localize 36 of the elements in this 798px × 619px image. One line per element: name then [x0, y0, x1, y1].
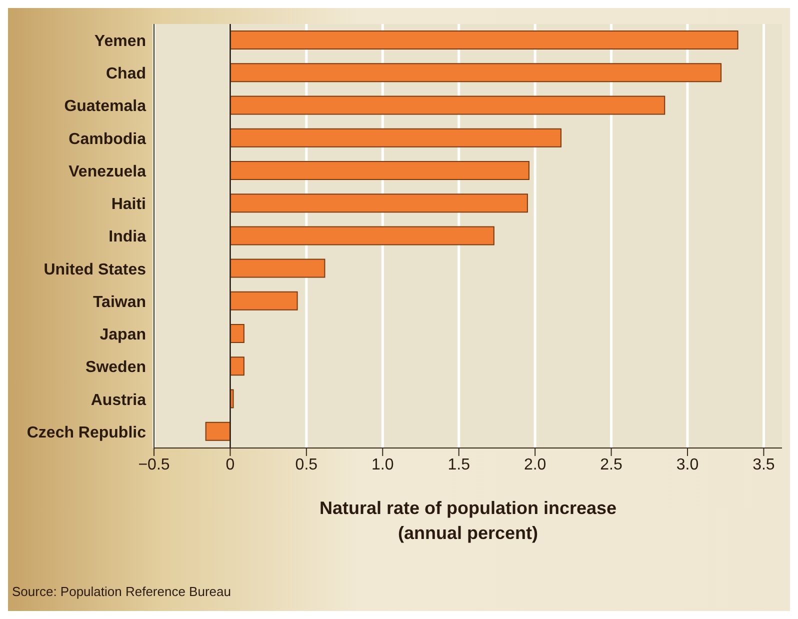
bar [230, 128, 562, 148]
y-tick-label: Sweden [86, 359, 146, 376]
y-tick-label: United States [44, 261, 146, 278]
bar [230, 291, 298, 310]
x-tick-label: −0.5 [138, 456, 170, 474]
bar [230, 356, 244, 376]
x-tick-label: 1.5 [448, 456, 470, 474]
x-tick-label: 0.5 [295, 456, 318, 474]
y-tick-label: Austria [90, 392, 146, 409]
y-tick-label: Czech Republic [26, 424, 146, 442]
bar [230, 324, 244, 344]
bar [230, 258, 326, 278]
bar [230, 194, 528, 213]
y-tick-label: India [108, 228, 146, 246]
y-tick-label: Venezuela [68, 163, 146, 180]
bar [205, 422, 231, 441]
source-note: Source: Population Reference Bureau [12, 584, 231, 599]
bar [230, 63, 722, 82]
bar [230, 226, 494, 246]
x-tick-label: 3.0 [676, 456, 699, 474]
bar [230, 96, 666, 115]
x-tick-label: 3.5 [752, 456, 775, 474]
y-tick-label: Chad [106, 66, 146, 83]
x-tick-label: 1.0 [372, 456, 394, 474]
y-tick-label: Japan [100, 326, 146, 344]
x-tick-label: 2.0 [524, 456, 546, 474]
x-tick-label: 0 [226, 456, 235, 474]
x-tick-label: 2.5 [600, 456, 622, 474]
y-tick-label: Guatemala [64, 98, 146, 116]
bar [230, 30, 738, 50]
bar [230, 160, 530, 180]
y-tick-label: Yemen [94, 32, 146, 50]
x-axis-title: Natural rate of population increase (annual percent) [318, 497, 618, 545]
y-tick-label: Haiti [111, 196, 146, 214]
y-tick-label: Taiwan [92, 294, 146, 311]
y-tick-label: Cambodia [68, 130, 146, 148]
